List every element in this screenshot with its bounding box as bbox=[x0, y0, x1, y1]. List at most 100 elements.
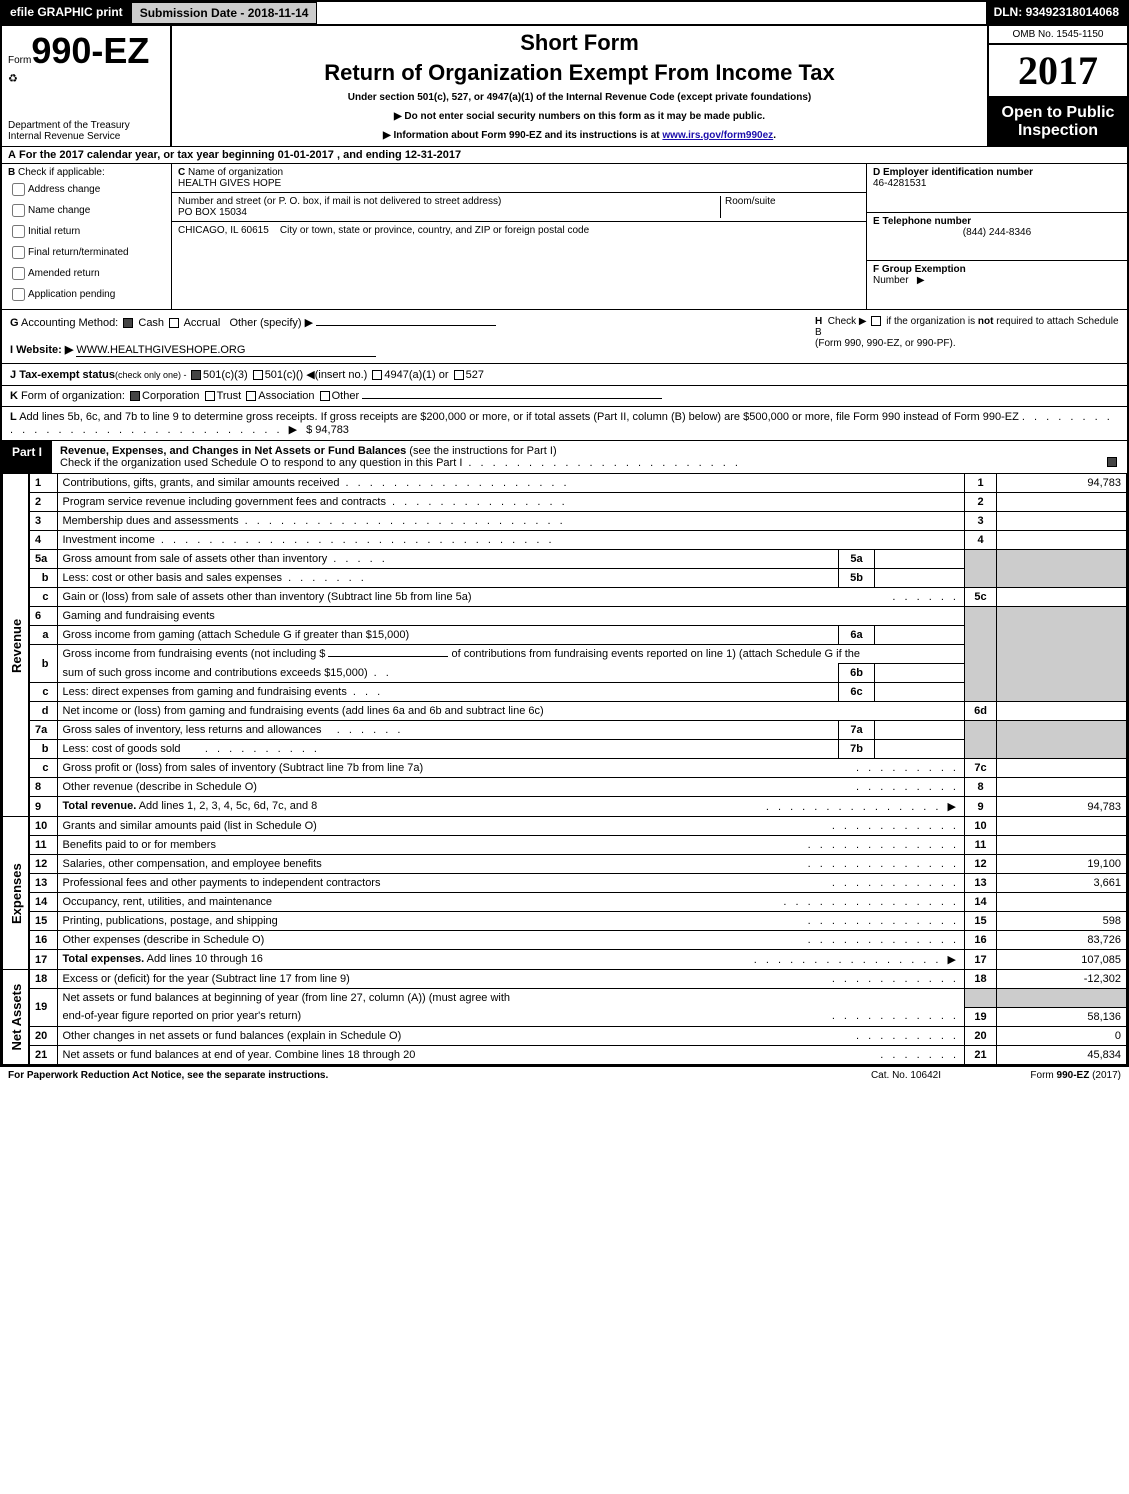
k-assoc: Association bbox=[258, 390, 314, 402]
l15-num: 15 bbox=[29, 912, 57, 931]
row-10: Expenses 10 Grants and similar amounts p… bbox=[3, 817, 1127, 836]
l7c-desc: Gross profit or (loss) from sales of inv… bbox=[63, 762, 424, 774]
part-i-check-dots: . . . . . . . . . . . . . . . . . . . . … bbox=[462, 457, 741, 469]
l21-col: 21 bbox=[965, 1045, 997, 1064]
l7b-num: b bbox=[29, 740, 57, 759]
j-501c-pre: 501(c)( bbox=[265, 369, 300, 381]
l4-val bbox=[997, 531, 1127, 550]
l14-dots: . . . . . . . . . . . . . . . bbox=[783, 896, 959, 908]
l7b-desc: Less: cost of goods sold bbox=[63, 743, 181, 755]
row-17: 17 Total expenses. Add lines 10 through … bbox=[3, 950, 1127, 970]
g-cash: Cash bbox=[138, 317, 164, 329]
k-other-checkbox[interactable] bbox=[320, 391, 330, 401]
chk-initial-return[interactable]: Initial return bbox=[8, 222, 165, 241]
chk-application-pending-label: Application pending bbox=[28, 289, 115, 300]
l8-desc: Other revenue (describe in Schedule O) bbox=[63, 781, 257, 793]
short-form-title: Short Form bbox=[180, 30, 979, 56]
line-a-tax-year: A For the 2017 calendar year, or tax yea… bbox=[2, 146, 1127, 163]
row-8: 8 Other revenue (describe in Schedule O)… bbox=[3, 778, 1127, 797]
note-instructions: ▶ Information about Form 990-EZ and its … bbox=[180, 130, 979, 141]
k-corp: Corporation bbox=[142, 390, 199, 402]
g-accrual-checkbox[interactable] bbox=[169, 318, 179, 328]
chk-address-change[interactable]: Address change bbox=[8, 180, 165, 199]
part-i-check-text: Check if the organization used Schedule … bbox=[60, 457, 462, 469]
l6-grey-val bbox=[997, 607, 1127, 702]
l15-desc: Printing, publications, postage, and shi… bbox=[63, 915, 278, 927]
chk-final-return[interactable]: Final return/terminated bbox=[8, 243, 165, 262]
d-label: D Employer identification number bbox=[873, 167, 1033, 178]
l9-num: 9 bbox=[29, 797, 57, 817]
j-4947-checkbox[interactable] bbox=[372, 370, 382, 380]
g-prefix: G bbox=[10, 317, 19, 329]
header-left: Form990-EZ ♻ Department of the Treasury … bbox=[2, 26, 172, 146]
row-19-1: 19 Net assets or fund balances at beginn… bbox=[3, 989, 1127, 1008]
page-footer: For Paperwork Reduction Act Notice, see … bbox=[0, 1067, 1129, 1084]
irs: Internal Revenue Service bbox=[8, 131, 164, 142]
l10-desc: Grants and similar amounts paid (list in… bbox=[63, 820, 317, 832]
footer-left: For Paperwork Reduction Act Notice, see … bbox=[8, 1070, 741, 1081]
part-i-schedule-o-checkbox[interactable] bbox=[1107, 457, 1117, 467]
k-trust-checkbox[interactable] bbox=[205, 391, 215, 401]
line-a-end-date: 12-31-2017 bbox=[405, 149, 461, 161]
part-i-label: Part I bbox=[2, 441, 52, 463]
open-to-public: Open to Public Inspection bbox=[989, 98, 1127, 146]
part-i-header: Part I Revenue, Expenses, and Changes in… bbox=[2, 440, 1127, 473]
l9-dots: . . . . . . . . . . . . . . . ▶ bbox=[766, 800, 959, 813]
l13-desc: Professional fees and other payments to … bbox=[63, 877, 381, 889]
g-cash-checkbox[interactable] bbox=[123, 318, 133, 328]
footer-right-year: (2017) bbox=[1089, 1070, 1121, 1081]
l18-desc: Excess or (deficit) for the year (Subtra… bbox=[63, 973, 350, 985]
l14-desc: Occupancy, rent, utilities, and maintena… bbox=[63, 896, 273, 908]
chk-amended-return[interactable]: Amended return bbox=[8, 264, 165, 283]
l17-val: 107,085 bbox=[997, 950, 1127, 970]
l19-val: 58,136 bbox=[997, 1007, 1127, 1026]
l8-val bbox=[997, 778, 1127, 797]
l5ab-grey-val bbox=[997, 550, 1127, 588]
k-other-line bbox=[362, 398, 662, 399]
line-a-text-begin: For the 2017 calendar year, or tax year … bbox=[19, 149, 278, 161]
l21-num: 21 bbox=[29, 1045, 57, 1064]
k-assoc-checkbox[interactable] bbox=[246, 391, 256, 401]
col-b-label: Check if applicable: bbox=[18, 167, 105, 178]
l5b-dots: . . . . . . . bbox=[282, 572, 367, 584]
k-text: Form of organization: bbox=[21, 390, 125, 402]
l6a-desc: Gross income from gaming (attach Schedul… bbox=[57, 626, 839, 645]
l13-dots: . . . . . . . . . . . bbox=[832, 877, 959, 889]
row-18: Net Assets 18 Excess or (deficit) for th… bbox=[3, 970, 1127, 989]
l9-val: 94,783 bbox=[997, 797, 1127, 817]
h-checkbox[interactable] bbox=[871, 316, 881, 326]
part-i-title-rest: (see the instructions for Part I) bbox=[406, 445, 556, 457]
l2-val bbox=[997, 493, 1127, 512]
side-expenses: Expenses bbox=[3, 817, 30, 970]
row-14: 14 Occupancy, rent, utilities, and maint… bbox=[3, 893, 1127, 912]
l3-dots: . . . . . . . . . . . . . . . . . . . . … bbox=[239, 515, 566, 527]
note-ssn: ▶ Do not enter social security numbers o… bbox=[180, 111, 979, 122]
chk-name-change[interactable]: Name change bbox=[8, 201, 165, 220]
row-15: 15 Printing, publications, postage, and … bbox=[3, 912, 1127, 931]
l5a-mini-val bbox=[875, 550, 965, 569]
j-527-checkbox[interactable] bbox=[454, 370, 464, 380]
l5c-num: c bbox=[29, 588, 57, 607]
l14-num: 14 bbox=[29, 893, 57, 912]
j-501c-checkbox[interactable] bbox=[253, 370, 263, 380]
l7c-num: c bbox=[29, 759, 57, 778]
l1-desc: Contributions, gifts, grants, and simila… bbox=[63, 477, 340, 489]
l5c-dots: . . . . . . bbox=[892, 591, 959, 603]
l5b-num: b bbox=[29, 569, 57, 588]
l19-desc2: end-of-year figure reported on prior yea… bbox=[63, 1010, 302, 1022]
l20-dots: . . . . . . . . . bbox=[856, 1030, 959, 1042]
j-501c3-checkbox[interactable] bbox=[191, 370, 201, 380]
dept-treasury: Department of the Treasury bbox=[8, 120, 164, 131]
k-other: Other bbox=[332, 390, 360, 402]
col-c-prefix: C bbox=[178, 167, 185, 178]
k-corp-checkbox[interactable] bbox=[130, 391, 140, 401]
chk-application-pending[interactable]: Application pending bbox=[8, 285, 165, 304]
l18-col: 18 bbox=[965, 970, 997, 989]
instructions-link[interactable]: www.irs.gov/form990ez bbox=[662, 130, 773, 141]
l19-desc: Net assets or fund balances at beginning… bbox=[57, 989, 965, 1008]
l6b-mini-val bbox=[875, 664, 965, 683]
g-other-line bbox=[316, 325, 496, 326]
l3-num: 3 bbox=[29, 512, 57, 531]
chk-initial-return-label: Initial return bbox=[28, 226, 80, 237]
l10-col: 10 bbox=[965, 817, 997, 836]
